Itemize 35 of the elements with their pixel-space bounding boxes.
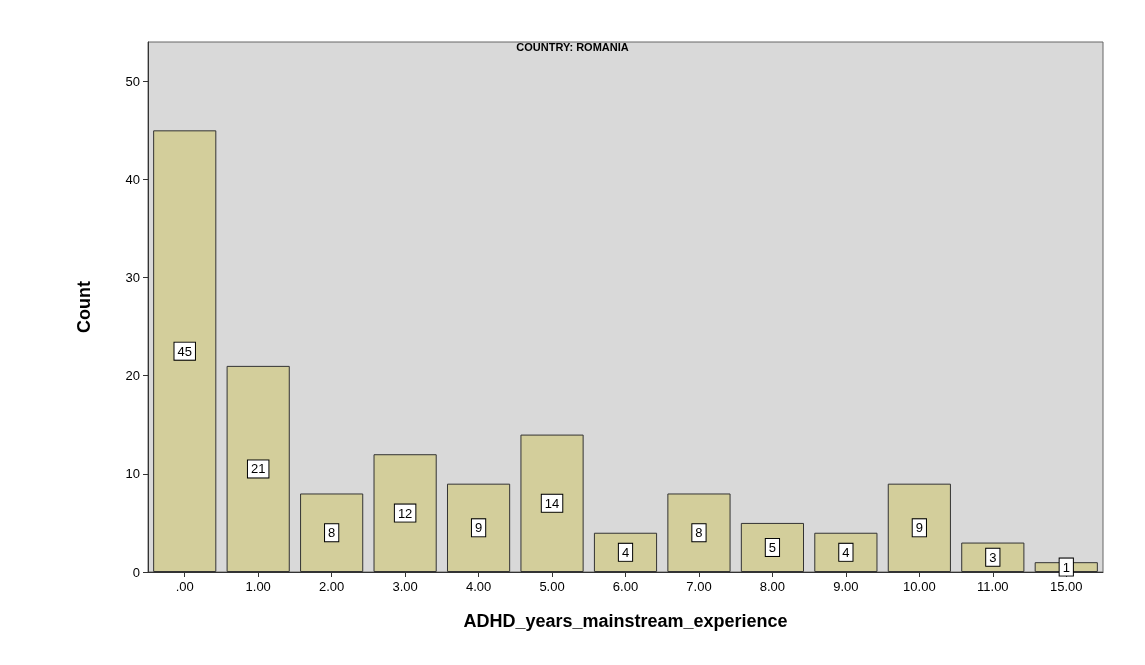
x-tick-label: 3.00 xyxy=(392,579,418,594)
data-label: 3 xyxy=(989,549,997,565)
x-tick-label: 11.00 xyxy=(977,579,1009,594)
x-tick-label: 2.00 xyxy=(319,579,345,594)
data-label: 4 xyxy=(842,544,850,560)
x-tick-label: 7.00 xyxy=(686,579,712,594)
x-tick-label: 4.00 xyxy=(465,579,492,594)
x-tick-label: 9.00 xyxy=(833,579,859,594)
y-tick-label: 20 xyxy=(125,368,140,384)
y-tick-label: 40 xyxy=(125,171,140,187)
y-tick-label: 30 xyxy=(125,270,140,286)
x-axis-title: ADHD_years_mainstream_experience xyxy=(463,611,788,631)
x-tick-label: 10.00 xyxy=(903,579,936,594)
x-tick-label: 6.00 xyxy=(612,579,639,594)
data-label: 5 xyxy=(768,539,777,555)
y-tick-label: 0 xyxy=(132,564,140,580)
x-tick-label: 5.00 xyxy=(539,579,565,594)
data-label: 12 xyxy=(397,505,413,521)
y-tick-label: 50 xyxy=(125,73,140,89)
data-label: 45 xyxy=(177,343,192,359)
data-label: 9 xyxy=(474,520,483,536)
data-label: 14 xyxy=(544,495,560,511)
data-label: 9 xyxy=(915,520,923,536)
x-tick-label: 15.00 xyxy=(1050,579,1083,594)
data-label: 4 xyxy=(621,544,630,560)
data-label: 21 xyxy=(250,461,266,477)
x-tick-label: 1.00 xyxy=(245,579,271,594)
data-label: 1 xyxy=(1062,559,1070,575)
data-label: 8 xyxy=(695,525,703,541)
x-tick-label: .00 xyxy=(175,579,194,594)
chart-title: COUNTRY: ROMANIA xyxy=(516,40,629,53)
y-tick-label: 10 xyxy=(125,466,140,482)
y-axis-title: Count xyxy=(74,281,94,333)
data-label: 8 xyxy=(328,525,336,541)
x-tick-label: 8.00 xyxy=(759,579,786,594)
